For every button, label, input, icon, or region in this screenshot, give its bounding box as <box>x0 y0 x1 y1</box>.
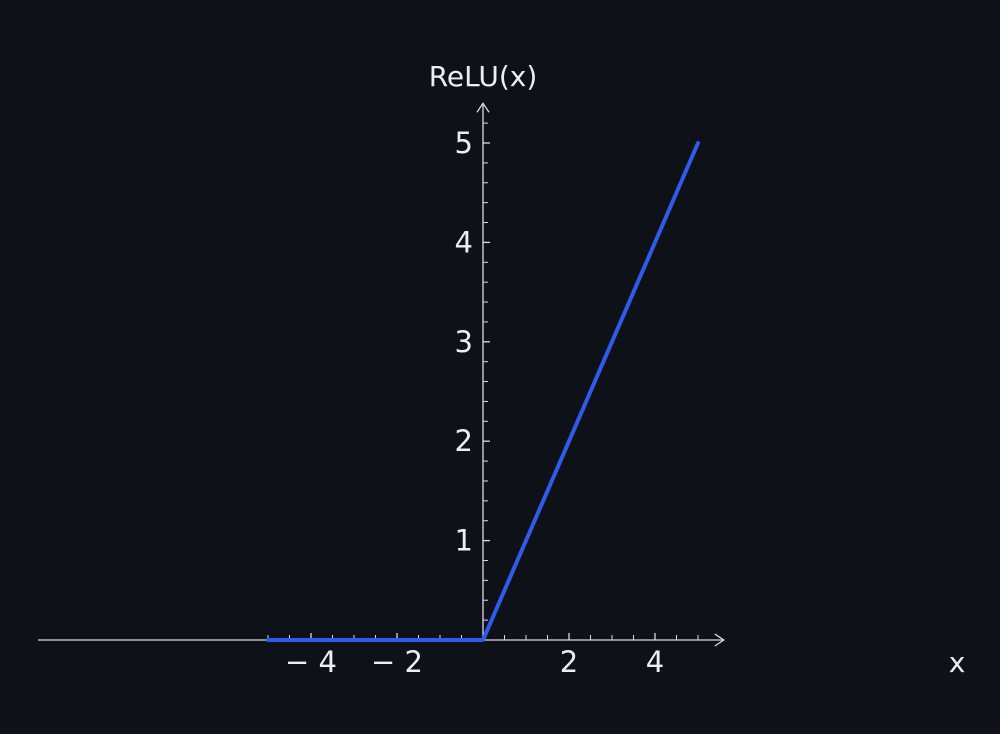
y-tick-label: 5 <box>455 126 473 160</box>
y-tick-label: 4 <box>455 225 473 259</box>
relu-series-line <box>266 141 700 642</box>
x-tick-label: 4 <box>646 645 664 679</box>
y-tick-label: 3 <box>455 325 473 359</box>
labels-layer: x ReLU(x) <box>429 60 966 679</box>
x-axis-arrow <box>714 633 725 647</box>
x-axis-label: x <box>949 646 966 679</box>
x-tick-label: − 4 <box>285 645 337 679</box>
axes-layer <box>38 102 725 647</box>
ticks-layer: − 4 − 2 2 4 1 2 3 4 5 <box>267 122 699 679</box>
y-tick-label: 1 <box>455 524 473 558</box>
y-tick-label: 2 <box>455 424 473 458</box>
y-axis-label: ReLU(x) <box>429 60 538 93</box>
y-axis-arrow <box>476 102 490 113</box>
x-tick-label: − 2 <box>371 645 423 679</box>
series-layer <box>266 141 700 642</box>
x-tick-label: 2 <box>560 645 578 679</box>
